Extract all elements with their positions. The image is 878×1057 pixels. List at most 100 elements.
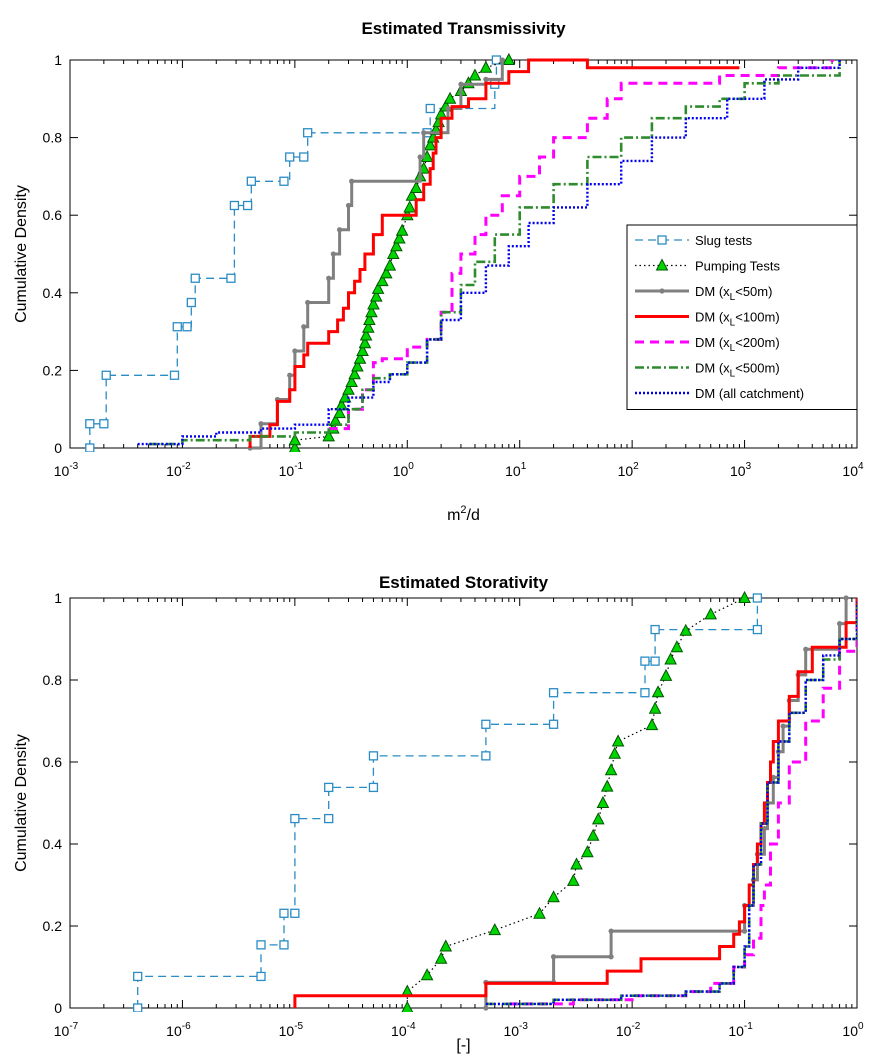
- data-point: [650, 656, 660, 666]
- data-point: [752, 624, 763, 635]
- legend-marker: [659, 288, 665, 294]
- x-tick-label: 10-3: [54, 461, 79, 479]
- data-point: [349, 178, 355, 184]
- data-point: [479, 60, 493, 73]
- x-tick-label: 10-6: [166, 1021, 191, 1039]
- series-dm200: [328, 60, 834, 431]
- data-point: [226, 273, 236, 283]
- chart-title: Estimated Transmissivity: [361, 19, 566, 38]
- x-tick-label: 102: [618, 461, 640, 479]
- data-point: [481, 751, 491, 761]
- data-point: [290, 813, 300, 824]
- series-line: [485, 602, 857, 1006]
- legend-label: DM (xL<100m): [695, 310, 780, 329]
- data-point: [133, 1003, 143, 1012]
- data-point: [761, 826, 767, 832]
- data-point: [499, 57, 505, 63]
- data-point: [608, 954, 614, 960]
- data-point: [390, 239, 403, 252]
- series-line: [294, 59, 509, 448]
- data-point: [172, 322, 182, 332]
- x-tick-label: 10-7: [54, 1021, 79, 1039]
- y-tick-label: 0.2: [43, 918, 63, 934]
- legend-label: DM (xL<50m): [695, 284, 772, 303]
- data-point: [369, 289, 383, 302]
- data-point: [303, 128, 313, 138]
- series-dmall: [485, 602, 857, 1006]
- data-point: [640, 656, 650, 666]
- x-tick-label: 101: [505, 461, 527, 479]
- series-dm100: [293, 598, 857, 1008]
- data-point: [421, 130, 427, 136]
- series-pump: [400, 590, 751, 1012]
- data-point: [258, 421, 264, 427]
- x-tick-label: 104: [842, 461, 864, 479]
- data-point: [403, 200, 416, 213]
- data-point: [548, 688, 559, 698]
- data-point: [85, 443, 95, 452]
- data-point: [393, 231, 406, 244]
- data-point: [99, 419, 109, 429]
- data-point: [322, 429, 336, 442]
- data-point: [704, 607, 718, 620]
- data-point: [608, 928, 614, 934]
- x-tick-label: 103: [730, 461, 752, 479]
- data-point: [445, 105, 451, 112]
- data-point: [533, 906, 546, 919]
- data-point: [591, 812, 605, 825]
- data-point: [650, 624, 660, 635]
- data-point: [336, 227, 343, 233]
- x-tick-label: 10-5: [279, 1021, 304, 1039]
- x-tick-label: 10-1: [279, 461, 304, 479]
- data-point: [324, 813, 334, 824]
- data-point: [581, 845, 594, 858]
- data-point: [640, 688, 650, 698]
- data-point: [439, 939, 453, 952]
- series-line: [137, 598, 759, 1008]
- series-line: [293, 598, 857, 1008]
- data-point: [417, 154, 423, 160]
- data-point: [351, 359, 364, 372]
- data-point: [604, 763, 618, 776]
- data-point: [279, 908, 289, 918]
- data-point: [405, 188, 419, 201]
- legend: Slug tests Pumping Tests DM (xL<50m) DM (xL…: [626, 224, 858, 410]
- data-point: [326, 275, 332, 281]
- data-point: [85, 419, 95, 429]
- data-point: [611, 734, 625, 747]
- data-point: [305, 299, 311, 306]
- data-point: [242, 200, 253, 211]
- y-tick-label: 0: [54, 440, 62, 456]
- transmissivity-chart: Estimated Transmissivity 10-3 10-2 10-1 100 1…: [13, 19, 864, 524]
- data-point: [356, 343, 369, 356]
- data-point: [279, 940, 289, 950]
- data-point: [256, 940, 266, 950]
- data-point: [395, 223, 409, 236]
- data-point: [279, 176, 289, 186]
- data-point: [425, 103, 435, 114]
- data-point: [363, 312, 376, 325]
- data-point: [229, 200, 240, 211]
- y-tick-label: 0.8: [43, 130, 63, 146]
- data-point: [186, 297, 196, 308]
- data-point: [645, 718, 659, 731]
- y-tick-label: 0.8: [43, 672, 63, 688]
- plot-area: [133, 590, 857, 1012]
- data-point: [246, 176, 256, 186]
- data-point: [502, 52, 516, 65]
- data-point: [371, 281, 385, 294]
- storativity-chart: Estimated Storativity 10-7 10-6 10-5 10-4 10-…: [13, 573, 864, 1054]
- data-point: [567, 873, 580, 886]
- y-tick-label: 1: [54, 52, 62, 68]
- data-point: [483, 1005, 489, 1011]
- data-point: [547, 890, 560, 903]
- legend-label: DM (xL<500m): [695, 361, 780, 380]
- y-tick-label: 0.4: [43, 285, 63, 301]
- x-tick-label: 10-3: [503, 1021, 528, 1039]
- data-point: [365, 305, 378, 318]
- series-line: [485, 606, 857, 1006]
- series-pump: [288, 52, 516, 452]
- series-line: [250, 60, 504, 450]
- data-point: [287, 372, 293, 378]
